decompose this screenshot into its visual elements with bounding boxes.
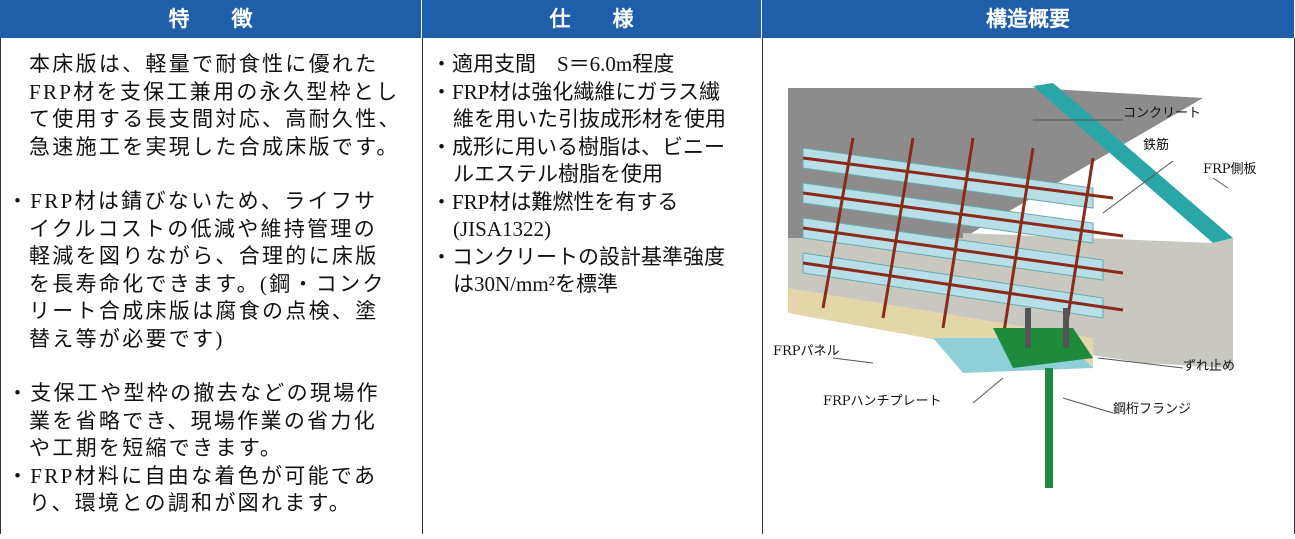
text-line: ・FRP材は難燃性を有する bbox=[431, 189, 679, 214]
diagram-cell: コンクリート鉄筋 FRP側板 FRPパネルずれ止め FRPハンチプレート鋼桁フランジ bbox=[762, 38, 1295, 534]
feature-group: 本床版は、軽量で耐食性に優れた FRP材を支保工兼用の永久型枠とし て使用する長支間… bbox=[7, 51, 422, 161]
specs-cell: ・適用支間 S＝6.0m程度・FRP材は強化繊維にガラス繊維を用いた引抜成形材を… bbox=[422, 38, 762, 534]
stud bbox=[1025, 308, 1031, 348]
text-line: 本床版は、軽量で耐食性に優れた bbox=[29, 52, 379, 76]
web bbox=[1045, 368, 1053, 488]
text-line: 維を用いた引抜成形材を使用 bbox=[453, 107, 726, 131]
text-line: は30N/mm²を標準 bbox=[453, 272, 618, 296]
feature-group: ・支保工や型枠の撤去などの現場作業を省略でき、現場作業の省力化 や工期を短縮できま… bbox=[7, 380, 422, 518]
header-cell: 構造概要 bbox=[762, 0, 1295, 38]
text-line: (JISA1322) bbox=[453, 217, 551, 241]
text-line: リート合成床版は腐食の点検、塗 bbox=[29, 299, 379, 323]
text-line: ルエステル樹脂を使用 bbox=[453, 162, 663, 186]
feature-group: ・FRP材は錆びないため、ライフサイクルコストの低減や維持管理の 軽減を図りながら… bbox=[7, 188, 422, 353]
text-line: ・FRP材は錆びないため、ライフサ bbox=[7, 189, 378, 213]
diagram-label: FRP側板 bbox=[1203, 162, 1257, 177]
diagram-label: ずれ止め bbox=[1183, 359, 1236, 374]
text-line: り、環境との調和が図れます。 bbox=[29, 491, 353, 515]
text-line: ・支保工や型枠の撤去などの現場作 bbox=[7, 381, 380, 405]
text-line: ・FRP材は強化繊維にガラス繊 bbox=[431, 79, 720, 104]
header-cell: 仕 様 bbox=[422, 0, 762, 38]
diagram bbox=[788, 83, 1233, 488]
diagram-label: コンクリート bbox=[1123, 106, 1202, 121]
text-line: 急速施工を実現した合成床版です。 bbox=[29, 134, 400, 159]
rebar bbox=[802, 137, 1124, 349]
features-cell: 本床版は、軽量で耐食性に優れた FRP材を支保工兼用の永久型枠とし て使用する長支間… bbox=[0, 38, 422, 534]
text-line: を長寿命化できます。(鋼・コンク bbox=[29, 271, 386, 296]
text-line: ・成形に用いる樹脂は、ビニー bbox=[431, 134, 725, 159]
diagram-label: 鋼桁フランジ bbox=[1113, 402, 1192, 417]
header-cell: 特 徴 bbox=[0, 0, 422, 38]
stud bbox=[1063, 308, 1069, 348]
text-line: 業を省略でき、現場作業の省力化 bbox=[29, 408, 378, 433]
leaders bbox=[832, 119, 1229, 414]
text-line: FRP材を支保工兼用の永久型枠とし bbox=[29, 79, 400, 104]
text-line: や工期を短縮できます。 bbox=[29, 436, 284, 460]
text-line: 替え等が必要です) bbox=[29, 326, 225, 351]
diagram-label: FRPハンチプレート bbox=[823, 394, 942, 409]
diagram-label: 鉄筋 bbox=[1143, 138, 1170, 153]
diagram-label: FRPパネル bbox=[773, 344, 840, 359]
text-line: ・FRP材料に自由な着色が可能であ bbox=[7, 463, 378, 488]
side-plate bbox=[1033, 83, 1233, 243]
text-line: ・コンクリートの設計基準強度 bbox=[431, 244, 725, 269]
text-line: て使用する長支間対応、高耐久性、 bbox=[29, 107, 402, 131]
text-line: ・適用支間 S＝6.0m程度 bbox=[431, 52, 675, 76]
text-line: 軽減を図りながら、合理的に床版 bbox=[29, 244, 379, 268]
text-line: イクルコストの低減や維持管理の bbox=[29, 216, 378, 241]
